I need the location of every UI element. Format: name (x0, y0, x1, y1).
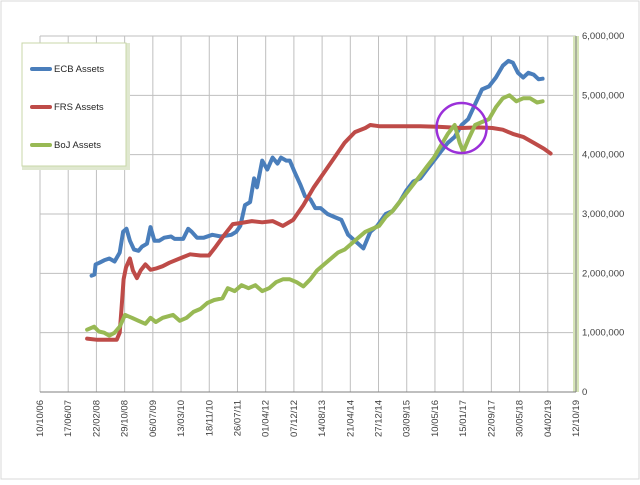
x-tick-label: 13/03/10 (176, 400, 187, 437)
x-tick-label: 22/09/17 (486, 400, 497, 437)
y-tick-label: 6,000,000 (582, 31, 624, 42)
legend-label: BoJ Assets (54, 140, 101, 151)
series-line-boj-assets (85, 93, 545, 338)
x-tick-label: 01/04/12 (261, 400, 272, 437)
legend-label: FRS Assets (54, 102, 104, 113)
y-tick-label: 3,000,000 (582, 209, 624, 220)
x-tick-label: 30/05/18 (515, 400, 526, 437)
y-tick-label: 1,000,000 (582, 328, 624, 339)
x-tick-label: 18/11/10 (204, 400, 215, 436)
x-tick-label: 29/10/08 (120, 400, 131, 437)
axes: 10/10/06 17/06/07 22/02/08 29/10/08 06/07/09… (35, 31, 624, 437)
x-tick-label: 15/01/17 (458, 400, 469, 437)
x-tick-label: 04/02/19 (543, 400, 554, 437)
x-tick-label: 26/07/11 (232, 400, 243, 436)
highlight-circle (435, 101, 488, 155)
y-tick-label: 5,000,000 (582, 90, 624, 101)
series-line-ecb-assets (89, 58, 545, 278)
annotations (435, 101, 488, 155)
x-tick-label: 10/10/06 (35, 400, 46, 437)
x-tick-label: 27/12/14 (374, 400, 385, 437)
x-tick-label: 22/02/08 (91, 400, 102, 437)
y-tick-label: 2,000,000 (582, 268, 624, 279)
x-tick-label: 10/05/16 (430, 400, 441, 437)
x-tick-label: 17/06/07 (63, 400, 74, 437)
x-tick-label: 06/07/09 (148, 400, 159, 437)
x-tick-label: 03/09/15 (402, 400, 413, 437)
y-tick-label: 0 (582, 387, 587, 398)
legend-label: ECB Assets (54, 64, 104, 75)
y-tick-label: 4,000,000 (582, 150, 624, 161)
x-tick-label: 14/08/13 (317, 400, 328, 437)
x-tick-label: 21/04/14 (345, 400, 356, 437)
x-tick-label: 12/10/19 (571, 400, 582, 437)
series-lines (85, 58, 553, 342)
legend: ECB Assets FRS Assets BoJ Assets (21, 42, 130, 170)
x-tick-label: 07/12/12 (289, 400, 300, 437)
